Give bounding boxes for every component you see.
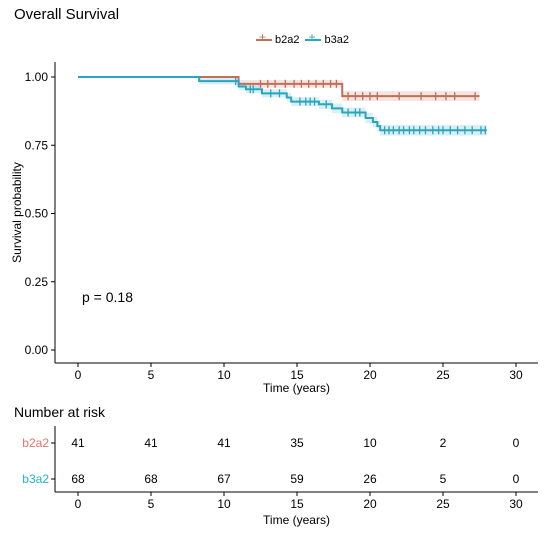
risk-cell-b2a2: 35 (290, 436, 304, 450)
legend-item-b2a2: b2a2 (256, 31, 300, 46)
risk-cell-b3a2: 0 (513, 472, 520, 486)
survival-curve-b3a2 (78, 76, 487, 132)
risk-x-tick-label: 10 (217, 497, 231, 511)
risk-row-label-b3a2: b3a2 (22, 472, 49, 486)
risk-cell-b3a2: 68 (71, 472, 85, 486)
risk-cell-b3a2: 68 (144, 472, 158, 486)
x-tick-label: 30 (509, 368, 523, 382)
x-axis-label: Time (years) (263, 381, 330, 395)
x-tick-label: 0 (75, 368, 82, 382)
y-tick-label: 0.25 (25, 275, 49, 289)
legend-label-b2a2: b2a2 (275, 34, 300, 46)
x-tick-label: 15 (290, 368, 304, 382)
x-tick-label: 25 (436, 368, 450, 382)
risk-cell-b3a2: 26 (363, 472, 377, 486)
p-value-annotation: p = 0.18 (82, 289, 133, 305)
legend: b2a2 b3a2 (256, 31, 349, 46)
risk-x-tick-label: 30 (509, 497, 523, 511)
y-tick-label: 0.75 (25, 138, 49, 152)
legend-swatch-b3a2 (305, 31, 322, 43)
x-tick-label: 5 (148, 368, 155, 382)
risk-cell-b2a2: 10 (363, 436, 377, 450)
y-tick-label: 0.50 (25, 207, 49, 221)
risk-x-tick-label: 5 (148, 497, 155, 511)
risk-cell-b2a2: 41 (217, 436, 231, 450)
risk-cell-b3a2: 59 (290, 472, 304, 486)
risk-cell-b2a2: 2 (440, 436, 447, 450)
risk-cell-b2a2: 0 (513, 436, 520, 450)
risk-cell-b3a2: 67 (217, 472, 231, 486)
risk-x-tick-label: 20 (363, 497, 377, 511)
risk-x-tick-label: 15 (290, 497, 304, 511)
y-axis-label: Survival probability (10, 162, 24, 263)
risk-x-axis-label: Time (years) (263, 513, 330, 527)
y-tick-label: 0.00 (25, 343, 49, 357)
risk-cell-b2a2: 41 (144, 436, 158, 450)
legend-item-b3a2: b3a2 (305, 31, 349, 46)
chart-title: Overall Survival (14, 6, 120, 23)
risk-x-tick-label: 0 (75, 497, 82, 511)
risk-x-tick-label: 25 (436, 497, 450, 511)
legend-label-b3a2: b3a2 (324, 34, 349, 46)
risk-table-title: Number at risk (14, 404, 106, 420)
risk-cell-b3a2: 5 (440, 472, 447, 486)
legend-swatch-b2a2 (256, 31, 272, 43)
x-tick-label: 20 (363, 368, 377, 382)
y-tick-label: 1.00 (25, 70, 49, 84)
risk-row-label-b2a2: b2a2 (22, 436, 49, 450)
risk-cell-b2a2: 41 (71, 436, 85, 450)
survival-curve-b2a2 (78, 76, 480, 98)
x-tick-label: 10 (217, 368, 231, 382)
